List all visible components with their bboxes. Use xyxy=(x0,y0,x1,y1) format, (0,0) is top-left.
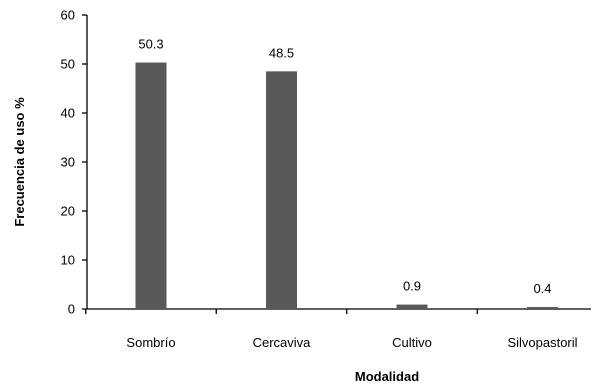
bar-data-label: 0.4 xyxy=(533,281,551,296)
x-category-label: Silvopastoril xyxy=(507,335,577,350)
bar xyxy=(266,71,297,309)
bar xyxy=(527,307,558,309)
bar-data-label: 48.5 xyxy=(269,45,294,60)
y-tick-label: 20 xyxy=(61,204,75,219)
data-labels: 50.3 48.5 0.9 0.4 xyxy=(138,37,551,297)
bars xyxy=(136,63,559,309)
bar-data-label: 0.9 xyxy=(403,279,421,294)
category-labels: Sombrío Cercaviva Cultivo Silvopastoril xyxy=(126,335,577,350)
y-tick-label: 60 xyxy=(61,8,75,23)
y-axis-title: Frecuencia de uso % xyxy=(12,97,27,227)
x-category-label: Sombrío xyxy=(126,335,175,350)
bar xyxy=(136,63,167,309)
y-tick-label: 30 xyxy=(61,155,75,170)
y-tick-label: 0 xyxy=(68,302,75,317)
bar-data-label: 50.3 xyxy=(138,37,163,52)
bar xyxy=(397,305,428,309)
y-tick-label: 50 xyxy=(61,57,75,72)
x-category-label: Cultivo xyxy=(392,335,432,350)
y-tick-label: 10 xyxy=(61,253,75,268)
x-category-label: Cercaviva xyxy=(253,335,312,350)
y-tick-label: 40 xyxy=(61,106,75,121)
x-axis-title: Modalidad xyxy=(355,369,419,384)
